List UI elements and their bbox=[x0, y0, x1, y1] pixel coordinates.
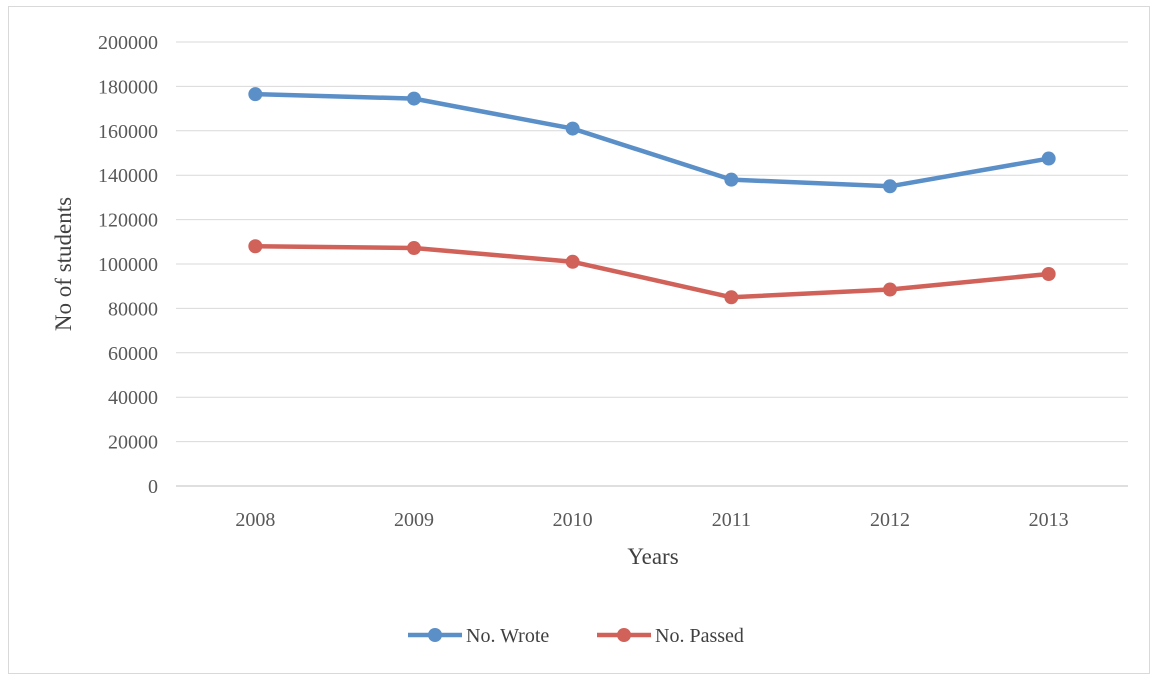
legend-label: No. Passed bbox=[655, 625, 744, 647]
chart-frame bbox=[8, 6, 1150, 674]
x-tick-label: 2009 bbox=[394, 509, 434, 531]
series-lines bbox=[248, 87, 1056, 305]
data-point bbox=[407, 91, 421, 106]
data-point bbox=[883, 179, 897, 194]
x-tick-label: 2011 bbox=[712, 509, 751, 531]
legend-label: No. Wrote bbox=[466, 625, 549, 647]
y-tick-label: 40000 bbox=[108, 387, 158, 409]
series-line-0 bbox=[253, 91, 1051, 189]
x-tick-label: 2010 bbox=[553, 509, 593, 531]
y-tick-label: 160000 bbox=[98, 121, 158, 143]
y-tick-label: 60000 bbox=[108, 343, 158, 365]
data-point bbox=[407, 241, 421, 256]
x-axis-title: Years bbox=[627, 544, 678, 569]
data-point bbox=[565, 121, 580, 136]
gridlines bbox=[176, 41, 1128, 487]
data-point bbox=[565, 254, 580, 269]
x-tick-label: 2008 bbox=[235, 509, 275, 531]
y-tick-label: 80000 bbox=[108, 298, 158, 320]
y-tick-label: 100000 bbox=[98, 254, 158, 276]
data-point bbox=[724, 172, 739, 187]
data-point bbox=[248, 239, 263, 254]
data-point bbox=[1041, 266, 1056, 281]
y-tick-label: 140000 bbox=[98, 165, 158, 187]
y-tick-label: 200000 bbox=[98, 32, 158, 54]
y-tick-label: 180000 bbox=[98, 76, 158, 98]
x-tick-labels: 2008 2009 2010 2011 2012 2013 bbox=[235, 509, 1068, 531]
legend-swatch-marker bbox=[428, 628, 442, 642]
y-tick-label: 0 bbox=[148, 476, 158, 498]
data-point bbox=[248, 87, 263, 102]
data-point bbox=[724, 290, 739, 305]
legend: No. Wrote No. Passed bbox=[408, 625, 744, 647]
y-tick-label: 120000 bbox=[98, 210, 158, 232]
x-tick-label: 2013 bbox=[1029, 509, 1069, 531]
series-line-1 bbox=[253, 243, 1051, 300]
data-point bbox=[883, 282, 897, 297]
legend-swatch-marker bbox=[617, 628, 631, 642]
y-tick-labels: 0 20000 40000 60000 80000 100000 120000 140000 1… bbox=[98, 32, 158, 498]
y-tick-label: 20000 bbox=[108, 432, 158, 454]
data-point bbox=[1041, 151, 1056, 166]
y-axis-title: No of students bbox=[51, 197, 76, 331]
x-tick-label: 2012 bbox=[870, 509, 910, 531]
